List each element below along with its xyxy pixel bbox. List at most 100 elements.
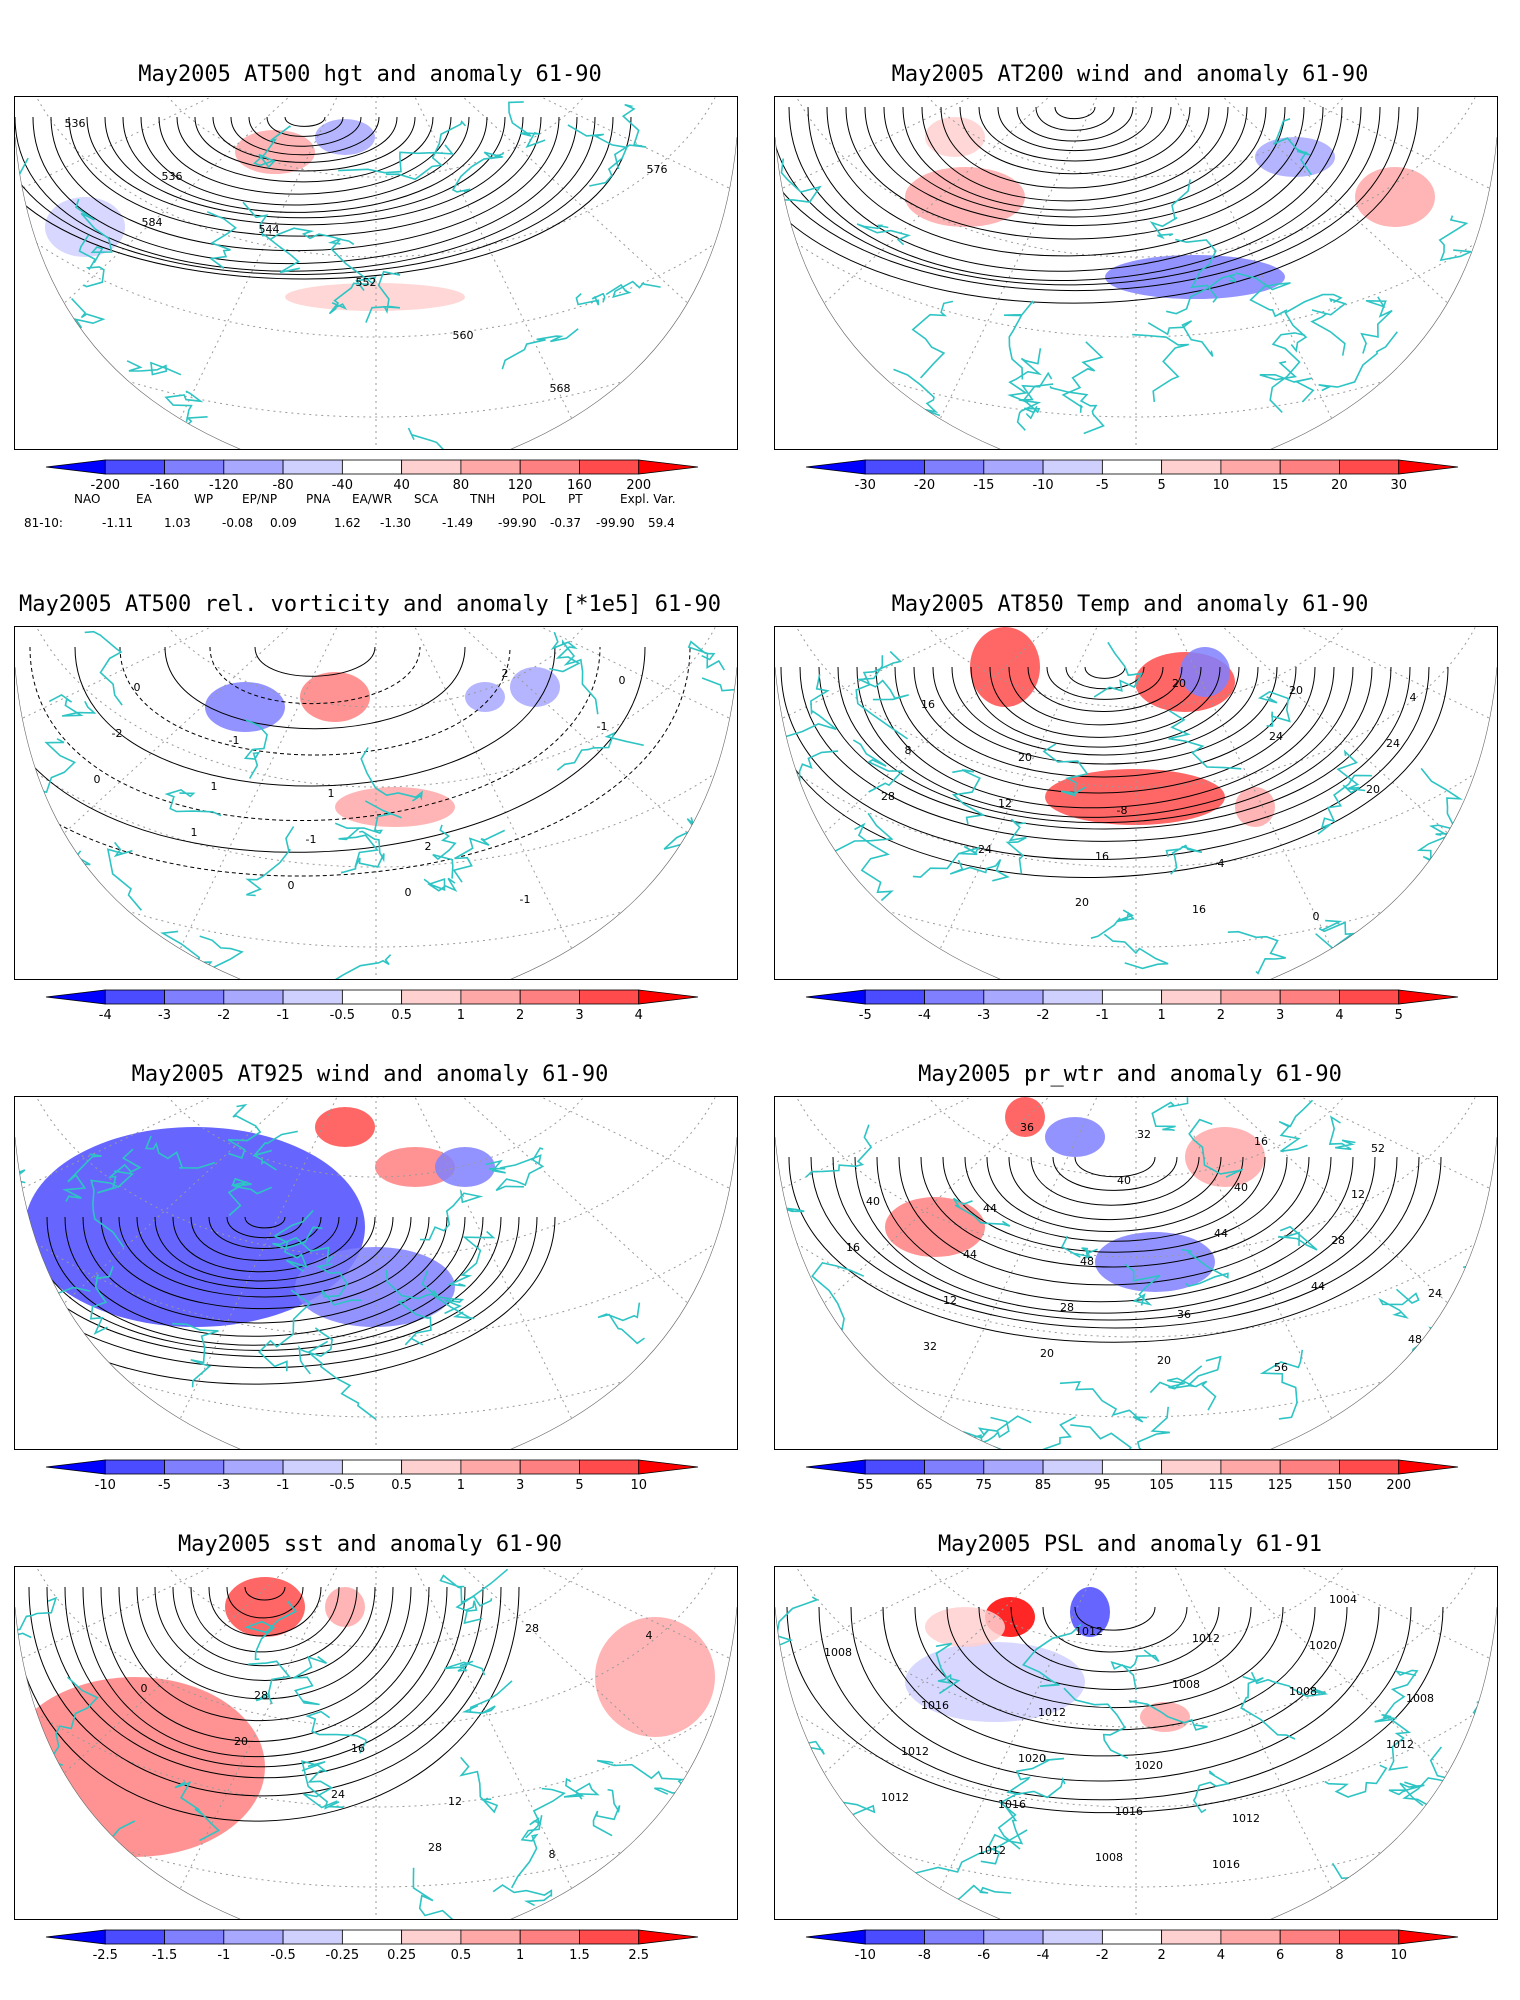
coastline bbox=[613, 103, 647, 170]
colorbar-tick-label: 8 bbox=[1335, 1948, 1343, 1963]
contour-line bbox=[788, 106, 1362, 281]
coastline bbox=[1061, 341, 1104, 413]
colorbar-tick-label: -3 bbox=[977, 1008, 990, 1023]
teleconnection-row-label: 81-10: bbox=[24, 516, 63, 530]
colorbar-tick-label: -2.5 bbox=[93, 1948, 118, 1963]
colorbar-swatch bbox=[864, 989, 925, 1005]
contour-line bbox=[15, 1216, 556, 1385]
coastline bbox=[1387, 1842, 1438, 1885]
colorbar-svg: -4 -3 -2 -1 -0.5 0.5 1 2 3 4 bbox=[45, 989, 699, 1023]
coastline bbox=[1331, 1862, 1423, 1900]
colorbar-tick-label: -20 bbox=[914, 478, 935, 493]
coastline bbox=[835, 1801, 876, 1823]
colorbar-swatch bbox=[104, 1459, 165, 1475]
contour-line bbox=[1008, 1156, 1222, 1220]
coastline bbox=[992, 1416, 1076, 1449]
coastline bbox=[1284, 293, 1343, 353]
contour-label: 1008 bbox=[1172, 1678, 1200, 1691]
contour-line bbox=[226, 1586, 304, 1619]
coastline bbox=[1166, 273, 1236, 315]
coastline bbox=[775, 1596, 819, 1661]
anomaly-patch bbox=[1045, 1117, 1105, 1157]
contour-label: 0 bbox=[1313, 910, 1320, 923]
coastline bbox=[1269, 332, 1306, 413]
coastline bbox=[242, 201, 300, 274]
coastline bbox=[492, 1884, 553, 1907]
colorbar-swatch bbox=[805, 989, 866, 1005]
longitude-line bbox=[1135, 97, 1497, 371]
panel-title: May2005 AT500 hgt and anomaly 61-90 bbox=[138, 62, 602, 87]
colorbar-tick-label: -4 bbox=[1037, 1948, 1050, 1963]
contour-label: 1 bbox=[191, 826, 198, 839]
colorbar-swatch bbox=[341, 1929, 403, 1945]
contour-line bbox=[136, 1586, 394, 1700]
coastline bbox=[1259, 360, 1315, 403]
colorbar-tick-label: -3 bbox=[158, 1008, 171, 1023]
colorbar-tick-label: -0.5 bbox=[270, 1948, 295, 1963]
teleconnection-header: EP/NP bbox=[242, 492, 278, 506]
panel-psl: May2005 PSL and anomaly 61-91 1012 1020 10… bbox=[760, 1532, 1500, 1972]
coastline bbox=[1472, 1395, 1497, 1440]
teleconnection-value: 1.03 bbox=[164, 516, 191, 530]
colorbar-swatch bbox=[1042, 459, 1103, 475]
contour-line bbox=[882, 1606, 1348, 1757]
coastline bbox=[912, 845, 980, 878]
anomaly-patch bbox=[595, 1617, 715, 1737]
colorbar-tick-label: 1 bbox=[516, 1948, 524, 1963]
coastline bbox=[15, 157, 29, 201]
contour-line bbox=[875, 666, 1335, 809]
coastline bbox=[800, 1409, 855, 1449]
coastline bbox=[997, 1776, 1066, 1850]
contour-label: 1020 bbox=[1018, 1752, 1046, 1765]
contour-label: 28 bbox=[428, 1841, 442, 1854]
contour-line bbox=[876, 1156, 1354, 1303]
contour-line bbox=[850, 1606, 1380, 1782]
contour-label: 52 bbox=[1371, 1142, 1385, 1155]
contour-line bbox=[970, 666, 1240, 748]
colorbar-swatch bbox=[924, 459, 985, 475]
colorbar-tick-label: 5 bbox=[1157, 478, 1165, 493]
anomaly-patch bbox=[205, 682, 285, 732]
coastline bbox=[1472, 1691, 1497, 1760]
colorbar-swatch bbox=[1398, 989, 1459, 1005]
coastline bbox=[1462, 1261, 1497, 1279]
coastline bbox=[164, 789, 222, 817]
contour-label: 1020 bbox=[1135, 1759, 1163, 1772]
colorbar-tick-label: -3 bbox=[217, 1478, 230, 1493]
contour-label: 1008 bbox=[1095, 1851, 1123, 1864]
colorbar-swatch bbox=[638, 989, 699, 1005]
map-area bbox=[14, 1096, 738, 1450]
colorbar-swatch bbox=[983, 1459, 1044, 1475]
teleconnection-value: -1.49 bbox=[442, 516, 474, 530]
contour-line bbox=[82, 1216, 448, 1324]
colorbar-swatch bbox=[1101, 1929, 1163, 1945]
coastline bbox=[252, 1130, 298, 1171]
contour-label: 1012 bbox=[1075, 1625, 1103, 1638]
colorbar-tick-label: 1 bbox=[457, 1478, 465, 1493]
hemisphere-edge bbox=[15, 666, 737, 979]
coastline bbox=[172, 1322, 219, 1388]
contour-label: 1012 bbox=[1038, 1706, 1066, 1719]
colorbar-swatch bbox=[1042, 1459, 1103, 1475]
colorbar-swatch bbox=[164, 1459, 225, 1475]
panel-prwtr: May2005 pr_wtr and anomaly 61-90 44 48 36 5… bbox=[760, 1062, 1500, 1502]
colorbar-tick-label: 2 bbox=[1217, 1008, 1225, 1023]
coastline bbox=[1136, 1406, 1170, 1449]
colorbar-swatch bbox=[805, 1459, 866, 1475]
coastline bbox=[852, 739, 905, 793]
colorbar-swatch bbox=[924, 1459, 985, 1475]
contour-line bbox=[122, 116, 488, 213]
colorbar-tick-label: -10 bbox=[95, 1478, 116, 1493]
contour-label: 0 bbox=[141, 1682, 148, 1695]
coastline bbox=[911, 300, 954, 379]
contour-line bbox=[154, 1586, 376, 1681]
coastline bbox=[439, 1574, 493, 1607]
contour-line bbox=[1052, 1156, 1178, 1191]
coastline bbox=[1103, 933, 1169, 970]
colorbar-swatch bbox=[223, 459, 284, 475]
coastline bbox=[291, 1655, 327, 1706]
colorbar-tick-label: 160 bbox=[567, 478, 592, 493]
coastline bbox=[270, 227, 355, 246]
coastline bbox=[444, 1660, 486, 1676]
contour-line bbox=[986, 1156, 1244, 1232]
